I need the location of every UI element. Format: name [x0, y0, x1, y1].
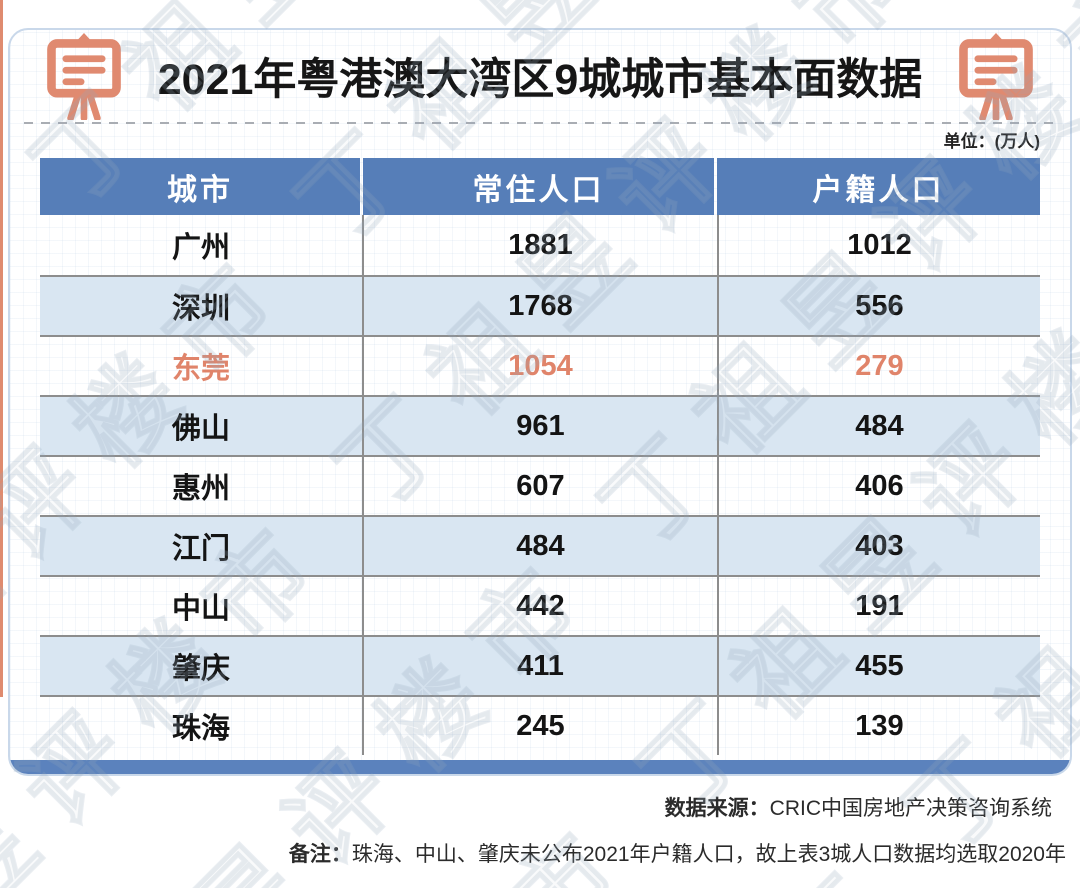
- registered-population-cell: 484: [717, 397, 1040, 455]
- city-cell: 中山: [171, 593, 230, 625]
- registered-population-cell: 406: [717, 457, 1040, 515]
- registered-population-cell: 455: [717, 637, 1040, 695]
- resident-population-cell: 961: [362, 397, 717, 455]
- page-title-prefix: 2021年粤港澳大湾区9城: [157, 56, 622, 104]
- table-row: 惠州 607 406: [40, 455, 1040, 515]
- resident-population-cell: 1881: [362, 215, 717, 275]
- registered-population-cell: 1012: [717, 215, 1040, 275]
- page-title: 2021年粤港澳大湾区9城城市基本面数据: [158, 45, 923, 107]
- city-cell: 深圳: [171, 293, 230, 325]
- table-row: 珠海 245 139: [40, 695, 1040, 755]
- title-bar: 2021年粤港澳大湾区9城城市基本面数据: [10, 30, 1070, 122]
- column-header-resident-population: 常住人口: [363, 158, 714, 215]
- table-header-row: 城市 常住人口 户籍人口: [40, 158, 1040, 215]
- population-table: 城市 常住人口 户籍人口 广州 1881 1012 深圳 1768 556 东莞…: [40, 158, 1040, 755]
- column-header-city: 城市: [40, 158, 360, 215]
- resident-population-cell: 607: [362, 457, 717, 515]
- resident-population-cell: 1054: [362, 337, 717, 395]
- table-row: 江门 484 403: [40, 515, 1040, 575]
- registered-population-cell: 403: [717, 517, 1040, 575]
- table-row: 深圳 1768 556: [40, 275, 1040, 335]
- resident-population-cell: 245: [362, 697, 717, 755]
- bottom-accent-bar: [10, 760, 1070, 774]
- registered-population-cell: 556: [717, 277, 1040, 335]
- content-card: 2021年粤港澳大湾区9城城市基本面数据 单位：(万人): [8, 28, 1072, 776]
- resident-population-cell: 442: [362, 577, 717, 635]
- dashed-divider: [24, 122, 1056, 124]
- data-source-line: 数据来源：CRIC中国房地产决策咨询系统: [665, 792, 1052, 822]
- city-cell: 珠海: [171, 713, 230, 745]
- remark-value: 珠海、中山、肇庆未公布2021年户籍人口，故上表3城人口数据均选取2020年: [351, 843, 1066, 866]
- table-row: 佛山 961 484: [40, 395, 1040, 455]
- resident-population-cell: 411: [362, 637, 717, 695]
- unit-note: 单位：(万人): [943, 132, 1040, 151]
- resident-population-cell: 1768: [362, 277, 717, 335]
- table-body: 广州 1881 1012 深圳 1768 556 东莞 1054 279 佛山 …: [40, 215, 1040, 755]
- city-cell: 惠州: [171, 473, 230, 505]
- easel-board-icon: [34, 32, 134, 120]
- city-cell: 广州: [171, 232, 230, 264]
- easel-board-icon: [946, 32, 1046, 120]
- table-row-highlighted: 东莞 1054 279: [40, 335, 1040, 395]
- remark-label: 备注：: [288, 843, 352, 866]
- table-row: 广州 1881 1012: [40, 215, 1040, 275]
- data-source-label: 数据来源：: [664, 797, 770, 820]
- city-cell: 东莞: [171, 353, 230, 385]
- registered-population-cell: 279: [717, 337, 1040, 395]
- resident-population-cell: 484: [362, 517, 717, 575]
- registered-population-cell: 139: [717, 697, 1040, 755]
- column-header-registered-population: 户籍人口: [717, 158, 1040, 215]
- city-cell: 江门: [171, 533, 230, 565]
- table-row: 中山 442 191: [40, 575, 1040, 635]
- table-row: 肇庆 411 455: [40, 635, 1040, 695]
- page-title-emphasis: 城市基本面数据: [621, 56, 923, 104]
- registered-population-cell: 191: [717, 577, 1040, 635]
- city-cell: 佛山: [171, 413, 230, 445]
- left-accent-stripe: [0, 0, 3, 697]
- remark-line: 备注：珠海、中山、肇庆未公布2021年户籍人口，故上表3城人口数据均选取2020…: [289, 838, 1066, 868]
- city-cell: 肇庆: [171, 653, 230, 685]
- data-source-value: CRIC中国房地产决策咨询系统: [769, 797, 1052, 820]
